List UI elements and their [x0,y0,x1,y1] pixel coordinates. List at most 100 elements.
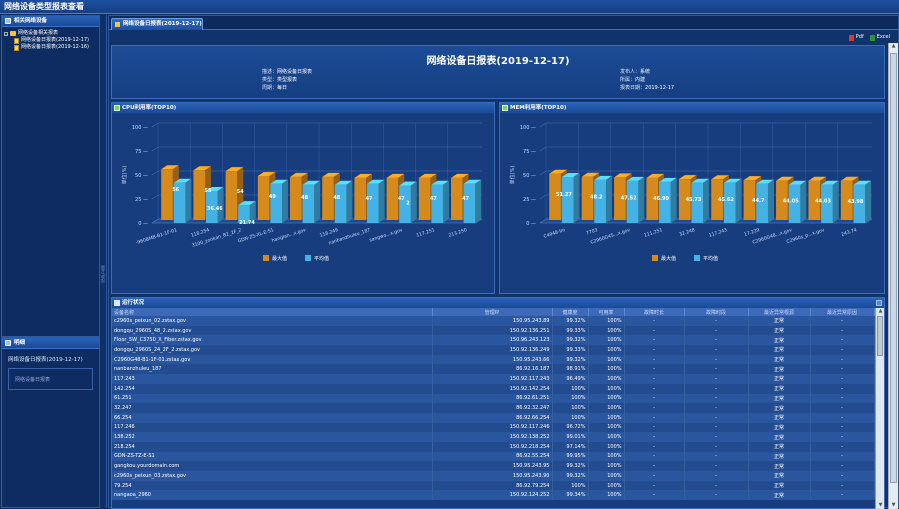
table-row[interactable]: 218.254 150.92.218.254 97.14% 100% - - 正常 - [112,441,875,452]
table-header-cell[interactable]: 故障时段 [684,308,749,316]
table-cell: - [810,480,875,491]
pdf-button[interactable]: Pdf [848,33,864,42]
bar-top [354,173,373,178]
max-bar [678,179,691,220]
table-row[interactable]: 61.251 86.92.61.251 100% 100% - - 正常 - [112,393,875,404]
bar-top [646,173,665,178]
table-cell: 150.92.117.246 [432,422,553,433]
table-row[interactable]: C2960G48-B1-1F-01.zstax.gov 150.95.243.66… [112,354,875,365]
bar-top [614,173,632,178]
bar-side [703,178,710,223]
bar-top [821,180,839,185]
bar-side [314,180,321,223]
data-label: 48 [333,195,340,201]
scroll-down-icon[interactable]: ▼ [878,502,883,508]
table-row[interactable]: c2960s_peixun_03.zstax.gov 150.95.243.90 9… [112,471,875,481]
data-label: 43.98 [848,199,864,205]
table-row[interactable]: nanbanzhuleu_187 86.92.16.187 98.91% 100% - -… [112,364,875,375]
data-label: 49 [269,194,276,200]
detail-header: 明细 [2,338,99,349]
report-tree: - 网络设备相关报表 网络设备日报表(2019-12-17) 网络设备日报表(2… [2,27,99,54]
table-cell: - [624,412,685,423]
tree-item-report-1216[interactable]: 网络设备日报表(2019-12-16) [4,44,97,51]
bar-side [249,201,256,223]
table-row[interactable]: 66.254 86.92.66.254 100% 100% - - 正常 - [112,412,875,423]
tree-item-report-1217[interactable]: 网络设备日报表(2019-12-17) [4,37,97,44]
table-row[interactable]: 142.254 150.92.142.254 100% 100% - - 正常 - [112,383,875,394]
data-label: 51.27 [556,192,572,198]
table-row[interactable]: dongqu_2960S_48_2.zstax.gov 150.92.136.25… [112,325,875,336]
max-bar [581,176,594,220]
avg-bar [821,184,833,223]
tree-root[interactable]: - 网络设备相关报表 [4,30,97,37]
scroll-thumb[interactable] [877,316,883,356]
owner-label: 发布人： [620,69,641,75]
table-cell: - [810,374,875,384]
table-row[interactable]: c2960s_peixun_02.zstax.gov 150.95.243.89 9… [112,316,875,326]
table-cell: 正常 [748,451,811,462]
main-area: 网络设备日报表(2019-12-17) Pdf Excel 网络设备日报表(20… [108,15,899,509]
table-cell: - [684,471,749,481]
avg-bar [691,182,704,223]
avg-bar [463,183,476,223]
report-title: 网络设备日报表(2019-12-17) [426,56,570,67]
table-cell: 86.92.32.247 [432,403,553,413]
main-scrollbar[interactable]: ▲ ▼ [888,43,898,509]
table-cell: 正常 [748,364,811,375]
table-scrollbar[interactable]: ▲ ▼ [875,308,884,509]
tab-daily-report[interactable]: 网络设备日报表(2019-12-17) [111,18,203,30]
expand-icon[interactable] [876,300,882,306]
table-header-row: 设备名称 管理IP 健康度 可用率 故障时长 故障时段 最近异常根源 最近异常原因 [112,308,875,316]
bar-top [788,180,807,185]
table-row[interactable]: 32.247 86.92.32.247 100% 100% - - 正常 - [112,403,875,413]
type-value: 类型报表 [277,77,298,83]
table-cell: 正常 [748,412,811,423]
table-row[interactable]: nangaoa_2960 150.92.124.252 99.34% 100% - - 正常… [112,490,875,501]
legend-label: 平均值 [314,255,329,262]
owner-value: 系统 [640,69,651,75]
detail-report-link[interactable]: 网络设备日报表 [8,368,93,390]
table-cell: - [810,422,875,433]
table-row[interactable]: 117.246 150.92.117.246 96.72% 100% - - 正常 - [112,422,875,433]
tree-root-label: 网络设备相关报表 [18,30,59,36]
max-bar [257,175,270,220]
table-header-cell[interactable]: 最近异常原因 [810,308,875,316]
table-row[interactable]: gangkou.yourdomain.com 150.95.243.95 99.32… [112,461,875,471]
table-cell: - [684,403,749,413]
table-row[interactable]: 117.243 150.92.117.243 96.49% 100% - - 正常 - [112,374,875,384]
bar-top [711,175,729,180]
excel-button[interactable]: Excel [869,33,890,42]
data-label: 45.73 [686,197,702,203]
grid-line [151,122,159,128]
table-header-cell[interactable]: 可用率 [588,308,625,316]
legend-label: 最大值 [661,255,676,262]
table-row[interactable]: 79.254 86.92.79.254 100% 100% - - 正常 - [112,480,875,491]
table-header-cell[interactable]: 故障时长 [624,308,685,316]
bar-side [767,179,774,223]
table-cell: 100% [588,345,625,355]
collapse-toggle-icon[interactable]: - [4,31,8,37]
grid-line [539,146,547,152]
table-row[interactable]: GDN-ZS-TZ-E-S1 86.92.55.254 99.95% 100% - - 正常… [112,451,875,462]
bar-top [334,180,353,185]
sidebar-collapse-strip[interactable]: 展开/收起 [100,15,107,508]
table-header-cell[interactable]: 管理IP [432,308,553,316]
table-row[interactable]: Floor_5W_C3750_X_Fiber.zstax.gov 150.96.2… [112,335,875,346]
legend-swatch [694,255,700,261]
table-cell: GDN-ZS-TZ-E-S1 [112,451,433,462]
bar-top [463,179,482,184]
table-header-cell[interactable]: 最近异常根源 [748,308,811,316]
scroll-thumb[interactable] [890,53,897,483]
scroll-down-icon[interactable]: ▼ [891,502,896,508]
y-tick-label: 25 — [523,197,536,203]
bar-side [217,186,224,223]
table-header-cell[interactable]: 设备名称 [112,308,433,316]
table-row[interactable]: dongqu_2960S_24_2F_2.zstax.gov 150.92.136… [112,345,875,355]
max-bar [386,177,399,220]
scroll-up-icon[interactable]: ▲ [891,43,896,49]
table-header-cell[interactable]: 健康度 [552,308,589,316]
table-row[interactable]: 138.252 150.92.138.252 99.01% 100% - - 正常 - [112,432,875,442]
scroll-up-icon[interactable]: ▲ [878,308,883,314]
data-label: 55 [205,188,212,194]
bar-top [808,176,827,181]
